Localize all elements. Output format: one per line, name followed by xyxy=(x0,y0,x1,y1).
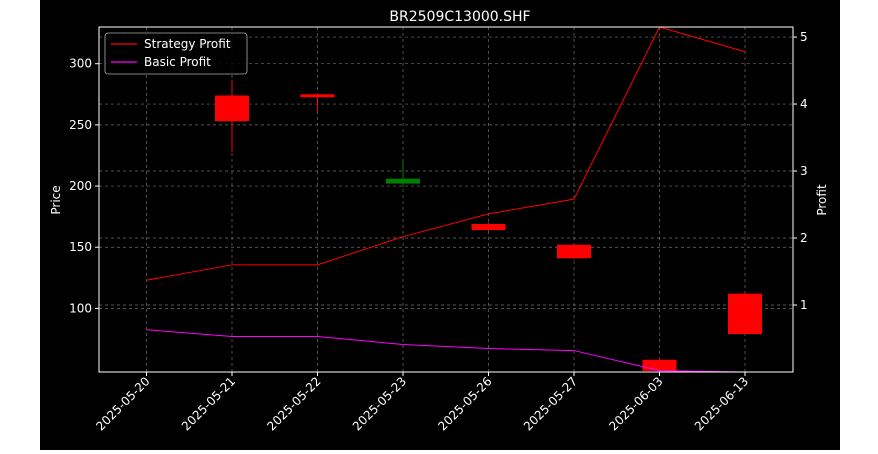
chart-figure: BR2509C13000.SHF 100 150 200 250 300 1 2 3 4 5 2… xyxy=(40,0,840,450)
legend-label: Basic Profit xyxy=(144,55,211,69)
profit-lines xyxy=(146,26,746,373)
plot-frame xyxy=(98,26,794,373)
y2-tick-label: 2 xyxy=(800,231,808,245)
y-tick-label: 150 xyxy=(69,240,92,254)
x-tick-label: 2025-05-23 xyxy=(350,374,409,433)
series-line xyxy=(146,329,746,373)
candle-body xyxy=(471,223,506,231)
candle-body xyxy=(642,359,677,371)
series-line xyxy=(146,26,746,281)
y2-tick-label: 3 xyxy=(800,164,808,178)
y2-tick-label: 5 xyxy=(800,30,808,44)
candles xyxy=(215,79,762,371)
x-tick-label: 2025-05-22 xyxy=(264,374,323,433)
candlestick-chart: BR2509C13000.SHF 100 150 200 250 300 1 2 3 4 5 2… xyxy=(49,9,829,433)
x-axis-ticks: 2025-05-20 2025-05-21 2025-05-22 2025-05-23… xyxy=(93,372,751,433)
candle-body xyxy=(728,293,762,335)
x-tick-label: 2025-05-26 xyxy=(435,374,494,433)
legend-box xyxy=(104,32,248,75)
chart-title: BR2509C13000.SHF xyxy=(389,9,530,25)
y2-tick-label: 4 xyxy=(800,97,808,111)
y-tick-label: 200 xyxy=(69,179,92,193)
candle-body xyxy=(557,244,591,259)
right-axis-ticks: 1 2 3 4 5 xyxy=(793,30,808,312)
y-tick-label: 100 xyxy=(69,301,92,315)
y2-axis-label: Profit xyxy=(815,184,829,216)
x-tick-label: 2025-05-27 xyxy=(521,374,580,433)
grid xyxy=(99,27,793,372)
y-axis-label: Price xyxy=(49,185,63,214)
left-axis-ticks: 100 150 200 250 300 xyxy=(69,57,99,315)
x-tick-label: 2025-06-03 xyxy=(606,374,665,433)
x-tick-label: 2025-06-13 xyxy=(692,374,751,433)
legend: Strategy Profit Basic Profit xyxy=(104,32,248,75)
y-tick-label: 250 xyxy=(69,118,92,132)
y-tick-label: 300 xyxy=(69,57,92,71)
x-tick-label: 2025-05-21 xyxy=(179,374,238,433)
x-tick-label: 2025-05-20 xyxy=(93,374,152,433)
legend-label: Strategy Profit xyxy=(144,37,231,51)
y2-tick-label: 1 xyxy=(800,298,808,312)
candle-body xyxy=(300,94,335,98)
candle-body xyxy=(215,95,249,122)
candle-body xyxy=(386,178,420,184)
